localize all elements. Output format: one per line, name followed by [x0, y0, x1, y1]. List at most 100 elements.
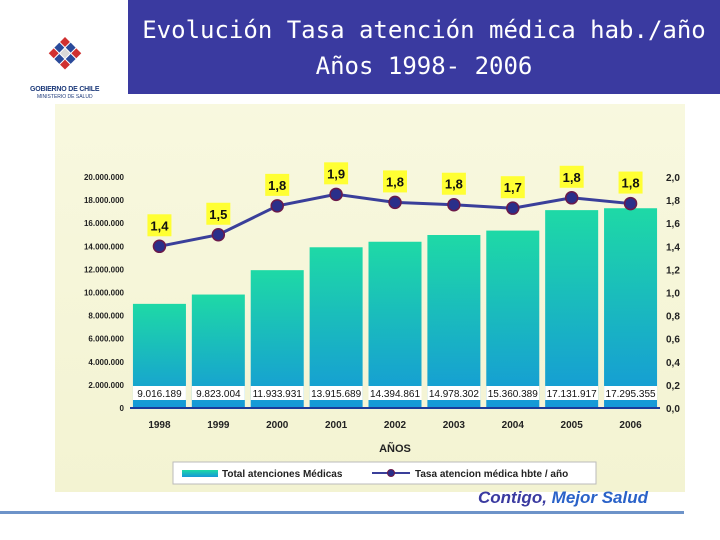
footer-slogan-part2: Mejor Salud: [551, 488, 649, 507]
y-right-tick-label: 1,6: [666, 219, 680, 230]
line-data-label: 1,8: [268, 178, 286, 193]
y-left-tick-label: 20.000.000: [84, 173, 125, 182]
y-left-tick-label: 10.000.000: [84, 289, 125, 298]
line-data-label: 1,7: [504, 180, 522, 195]
page-title-line1: Evolución Tasa atención médica hab./año: [142, 16, 706, 44]
bar: [486, 230, 540, 408]
bar-data-label-bg: [250, 386, 304, 400]
y-left-tick-label: 8.000.000: [88, 312, 124, 321]
line-label-bg: [618, 171, 643, 194]
line-label-bg: [206, 202, 231, 225]
bar-data-label: 15.360.389: [488, 389, 538, 400]
line-data-label: 1,8: [563, 170, 581, 185]
bar: [368, 241, 422, 408]
y-right-tick-label: 1,4: [666, 242, 680, 253]
bar-data-label-bg: [486, 386, 540, 400]
line-label-bg: [324, 162, 349, 185]
y-left-tick-label: 2.000.000: [88, 381, 124, 390]
y-right-tick-label: 0,6: [666, 335, 680, 346]
x-tick-label: 2004: [502, 420, 525, 431]
y-left-tick-label: 14.000.000: [84, 242, 125, 251]
legend-label-line: Tasa atencion médica hbte / año: [415, 469, 568, 480]
x-tick-label: 1999: [207, 420, 230, 431]
bar-data-label-bg: [191, 386, 245, 400]
bar-data-label: 13.915.689: [311, 389, 361, 400]
bar-data-label: 11.933.931: [253, 389, 303, 400]
bar-data-label: 14.978.302: [429, 389, 479, 400]
x-tick-label: 2000: [266, 420, 289, 431]
y-right-tick-label: 1,8: [666, 196, 680, 207]
legend-label-bars: Total atenciones Médicas: [222, 469, 343, 480]
x-tick-label: 2006: [619, 420, 642, 431]
y-right-tick-label: 0,0: [666, 404, 680, 415]
line-point: [447, 197, 461, 212]
bar-data-label: 17.131.917: [547, 389, 597, 400]
line-point: [506, 201, 520, 215]
x-tick-label: 2003: [443, 420, 466, 431]
x-tick-label: 2005: [561, 420, 584, 431]
legend-swatch-marker: [387, 469, 395, 477]
bar: [427, 235, 481, 408]
line-label-bg: [500, 176, 525, 199]
logo-area: GOBIERNO DE CHILE MINISTERIO DE SALUD: [0, 0, 128, 100]
bar-data-label: 9.823.004: [196, 389, 241, 400]
line-point: [564, 191, 579, 205]
gobierno-de-chile-emblem-icon: [48, 37, 82, 70]
bar-data-label-bg: [545, 386, 599, 400]
line-point: [211, 228, 226, 242]
y-right-tick-label: 1,2: [666, 265, 680, 276]
bar-data-label-bg: [132, 386, 186, 400]
bar-data-label-bg: [604, 386, 658, 400]
legend-swatch-bars: [182, 470, 218, 477]
x-tick-label: 2002: [384, 420, 407, 431]
y-left-tick-label: 16.000.000: [84, 219, 125, 228]
y-left-tick-label: 18.000.000: [84, 196, 125, 205]
line-data-label: 1,4: [150, 218, 169, 233]
line-label-bg: [383, 170, 407, 193]
footer-slogan-part1: Contigo,: [478, 488, 552, 507]
footer-slogan: Contigo, Mejor Salud: [478, 488, 648, 508]
x-axis-title: AÑOS: [379, 442, 411, 455]
line-data-label: 1,8: [386, 174, 404, 189]
y-right-tick-label: 0,2: [666, 381, 680, 392]
bar-data-label: 17.295.355: [606, 389, 656, 400]
x-tick-label: 1998: [148, 420, 171, 431]
line-label-bg: [441, 172, 466, 195]
logo-text-line2: MINISTERIO DE SALUD: [37, 94, 93, 100]
bar-data-label: 9.016.189: [137, 389, 182, 400]
line-point: [270, 199, 284, 213]
logo-text-line1: GOBIERNO DE CHILE: [30, 86, 100, 93]
line-label-bg: [265, 173, 290, 196]
y-right-tick-label: 2,0: [666, 173, 680, 184]
bar-data-label-bg: [427, 386, 481, 400]
line-point: [152, 239, 167, 254]
y-left-tick-label: 4.000.000: [88, 358, 124, 367]
y-right-tick-label: 1,0: [666, 289, 680, 300]
header-banner: Evolución Tasa atención médica hab./año …: [128, 0, 720, 94]
line-label-bg: [147, 214, 172, 237]
bar-data-label-bg: [368, 386, 422, 400]
x-tick-label: 2001: [325, 420, 348, 431]
y-right-tick-label: 0,8: [666, 312, 680, 323]
line-point: [329, 187, 343, 202]
line-label-bg: [559, 165, 584, 188]
line-data-label: 1,5: [209, 207, 227, 222]
line-point: [388, 195, 402, 210]
footer-divider: [0, 511, 684, 514]
line-data-label: 1,8: [445, 177, 463, 192]
line-data-label: 1,8: [622, 176, 640, 191]
y-left-tick-label: 6.000.000: [88, 335, 124, 344]
y-left-tick-label: 12.000.000: [84, 265, 125, 274]
line-data-label: 1,9: [327, 166, 345, 181]
page-title-line2: Años 1998- 2006: [315, 52, 533, 80]
bar: [604, 208, 658, 408]
bar: [545, 210, 599, 408]
bar-data-label-bg: [309, 386, 363, 400]
bar: [250, 270, 304, 408]
bar: [309, 247, 363, 408]
bar-data-label: 14.394.861: [370, 389, 420, 400]
line-point: [623, 196, 638, 211]
legend: Total atenciones Médicas Tasa atencion m…: [172, 461, 597, 485]
y-right-tick-label: 0,4: [666, 358, 680, 369]
